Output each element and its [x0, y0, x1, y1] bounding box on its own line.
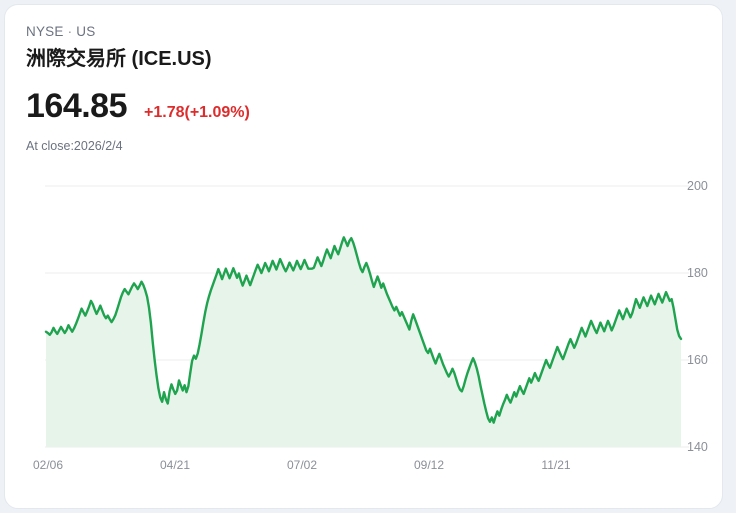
y-axis-tick-label: 180	[687, 266, 708, 280]
y-axis-labels: 200 180 160 140	[687, 170, 722, 460]
y-axis-tick-label: 200	[687, 179, 708, 193]
quote-header: NYSE · US 洲際交易所 (ICE.US) 164.85 +1.78(+1.0…	[26, 23, 702, 154]
x-axis-tick-label: 11/21	[541, 458, 571, 472]
x-axis-tick-label: 02/06	[32, 458, 64, 472]
current-price: 164.85	[26, 87, 128, 125]
price-row: 164.85 +1.78(+1.09%)	[26, 86, 702, 126]
y-axis-tick-label: 140	[687, 440, 708, 454]
separator-dot: ·	[67, 24, 73, 39]
page-title: 洲際交易所 (ICE.US)	[26, 48, 212, 70]
price-chart[interactable]: 200 180 160 140 02/06 04/21 07/02 09/12 11/21	[5, 170, 723, 490]
market-status-note: At close:2026/2/4	[26, 139, 123, 153]
exchange-label: NYSE	[26, 24, 64, 39]
exchange-region-row: NYSE · US	[26, 23, 702, 41]
price-change: +1.78(+1.09%)	[144, 104, 250, 121]
stock-quote-card: NYSE · US 洲際交易所 (ICE.US) 164.85 +1.78(+1.0…	[4, 4, 723, 509]
y-axis-tick-label: 160	[687, 353, 708, 367]
x-axis-tick-label: 07/02	[286, 458, 318, 472]
price-line	[44, 236, 683, 424]
x-axis-labels: 02/06 04/21 07/02 09/12 11/21	[5, 458, 722, 482]
region-label: US	[76, 24, 96, 39]
price-chart-svg[interactable]	[5, 170, 723, 460]
x-axis-tick-label: 09/12	[413, 458, 445, 472]
x-axis-tick-label: 04/21	[159, 458, 191, 472]
price-area-fill	[46, 237, 681, 447]
